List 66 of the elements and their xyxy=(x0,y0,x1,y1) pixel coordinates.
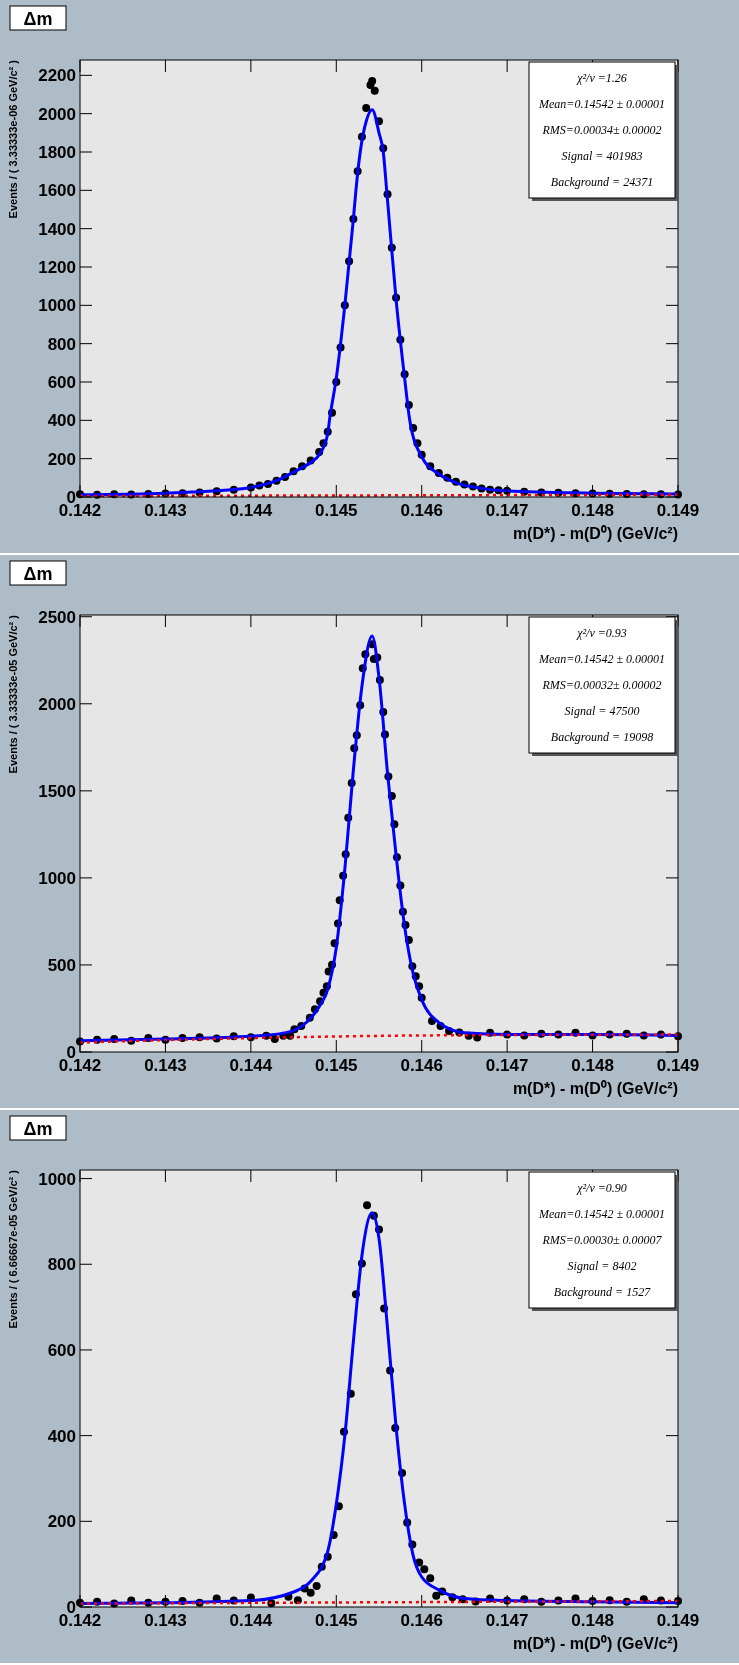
x-tick-label: 0.143 xyxy=(144,1056,187,1075)
x-tick-label: 0.147 xyxy=(485,1056,529,1075)
y-tick-label: 400 xyxy=(47,411,76,431)
annotation: Mean=0.14542 ± 0.00001 xyxy=(537,97,666,111)
x-tick-label: 0.144 xyxy=(229,1056,273,1075)
annotation: Background = 24371 xyxy=(550,175,654,189)
annotation: Mean=0.14542 ± 0.00001 xyxy=(537,652,666,666)
x-tick-label: 0.148 xyxy=(571,1611,614,1630)
y-tick-label: 1000 xyxy=(38,868,76,888)
x-tick-label: 0.146 xyxy=(400,1056,443,1075)
annotation: χ²/ν =0.93 xyxy=(576,626,627,640)
x-tick-label: 0.145 xyxy=(315,1056,358,1075)
y-tick-label: 1000 xyxy=(38,1169,76,1189)
x-tick-label: 0.146 xyxy=(400,1611,443,1630)
y-tick-label: 600 xyxy=(47,1340,76,1360)
x-tick-label: 0.148 xyxy=(571,501,614,520)
y-axis-title: Events / ( 3.33333e-06 GeV/c² ) xyxy=(7,59,19,219)
chart-title: Δm xyxy=(23,9,53,29)
y-tick-label: 1200 xyxy=(38,258,76,277)
x-tick-label: 0.145 xyxy=(315,501,358,520)
y-tick-label: 2000 xyxy=(38,694,76,714)
annotation: Signal = 47500 xyxy=(564,704,640,718)
chart-title: Δm xyxy=(23,1119,53,1139)
annotation: RMS=0.00030± 0.00007 xyxy=(541,1233,663,1247)
x-tick-label: 0.149 xyxy=(656,1611,700,1630)
y-tick-label: 2200 xyxy=(38,66,76,86)
annotation: Background = 1527 xyxy=(553,1285,652,1299)
annotation: RMS=0.00032± 0.00002 xyxy=(541,678,662,692)
y-tick-label: 1400 xyxy=(38,219,76,239)
y-tick-label: 500 xyxy=(47,955,76,975)
x-tick-label: 0.148 xyxy=(571,1056,614,1075)
x-tick-label: 0.143 xyxy=(144,501,187,520)
x-tick-label: 0.144 xyxy=(229,501,273,520)
x-tick-label: 0.146 xyxy=(400,501,443,520)
x-tick-label: 0.143 xyxy=(144,1611,187,1630)
x-tick-label: 0.149 xyxy=(656,501,700,520)
x-tick-label: 0.149 xyxy=(656,1056,700,1075)
y-tick-label: 600 xyxy=(47,373,76,392)
x-axis-title: m(D*) - m(D⁰) (GeV/c²) xyxy=(512,1080,678,1097)
y-tick-label: 200 xyxy=(47,449,76,469)
y-axis-title: Events / ( 3.33333e-05 GeV/c² ) xyxy=(7,614,19,774)
y-tick-label: 800 xyxy=(47,334,76,354)
x-axis-title: m(D*) - m(D⁰) (GeV/c²) xyxy=(512,1635,678,1652)
chart-title: Δm xyxy=(23,564,53,584)
y-tick-label: 1600 xyxy=(38,181,76,201)
annotation: RMS=0.00034± 0.00002 xyxy=(541,123,662,137)
y-tick-label: 200 xyxy=(47,1512,76,1532)
y-tick-label: 400 xyxy=(47,1426,76,1446)
x-tick-label: 0.144 xyxy=(229,1611,273,1630)
annotation: Mean=0.14542 ± 0.00001 xyxy=(537,1207,666,1221)
annotation: χ²/ν =1.26 xyxy=(576,71,627,85)
x-tick-label: 0.147 xyxy=(485,1611,529,1630)
x-axis-title: m(D*) - m(D⁰) (GeV/c²) xyxy=(512,525,678,542)
y-tick-label: 1800 xyxy=(38,143,76,162)
annotation: Signal = 8402 xyxy=(567,1259,637,1273)
y-tick-label: 800 xyxy=(47,1255,76,1275)
y-axis-title: Events / ( 6.66667e-05 GeV/c² ) xyxy=(7,1169,19,1329)
annotation: Signal = 401983 xyxy=(561,149,643,163)
y-tick-label: 1000 xyxy=(38,296,76,316)
x-tick-label: 0.147 xyxy=(485,501,529,520)
y-tick-label: 1500 xyxy=(38,781,76,801)
x-tick-label: 0.145 xyxy=(315,1611,358,1630)
y-tick-label: 2500 xyxy=(38,607,76,627)
y-tick-label: 2000 xyxy=(38,104,76,124)
annotation: Background = 19098 xyxy=(550,730,654,744)
annotation: χ²/ν =0.90 xyxy=(576,1181,627,1195)
